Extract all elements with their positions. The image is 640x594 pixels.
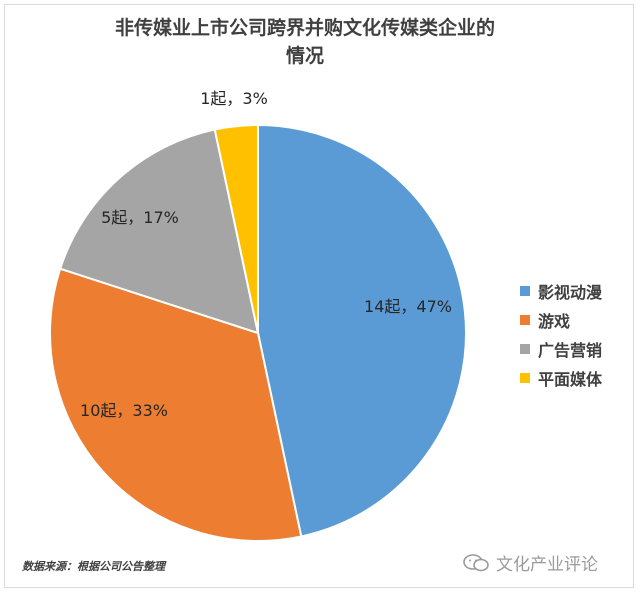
watermark: 文化产业评论 [462, 550, 598, 575]
pie-slice-1 [257, 123, 467, 538]
data-label-1: 14起，47% [364, 297, 452, 316]
source-note: 数据来源：根据公司公告整理 [22, 560, 165, 573]
legend-swatch [520, 343, 530, 354]
chart-title: 非传媒业上市公司跨界并购文化传媒类企业的 情况 [114, 17, 495, 67]
legend-label: 平面媒体 [538, 369, 603, 389]
data-label-4: 1起，3% [200, 89, 268, 108]
legend-item-2: 游戏 [520, 305, 602, 334]
pie-slice-2 [49, 267, 303, 542]
data-label-2: 10起，33% [80, 401, 168, 420]
legend-label: 游戏 [538, 311, 571, 331]
data-label-3: 5起，17% [101, 208, 179, 227]
legend-swatch [520, 285, 530, 296]
legend-item-1: 影视动漫 [520, 276, 602, 305]
watermark-text: 文化产业评论 [496, 555, 598, 575]
pie-slice-4 [213, 123, 259, 334]
chart-frame [4, 4, 634, 588]
legend-item-4: 平面媒体 [520, 363, 602, 392]
pie-slice-3 [58, 128, 260, 335]
legend-label: 影视动漫 [538, 282, 603, 302]
legend-label: 广告营销 [538, 340, 603, 360]
legend-swatch [520, 372, 530, 383]
wechat-icon [463, 553, 489, 571]
legend-swatch [520, 314, 530, 325]
legend: 影视动漫游戏广告营销平面媒体 [520, 276, 602, 392]
legend-item-3: 广告营销 [520, 334, 602, 363]
